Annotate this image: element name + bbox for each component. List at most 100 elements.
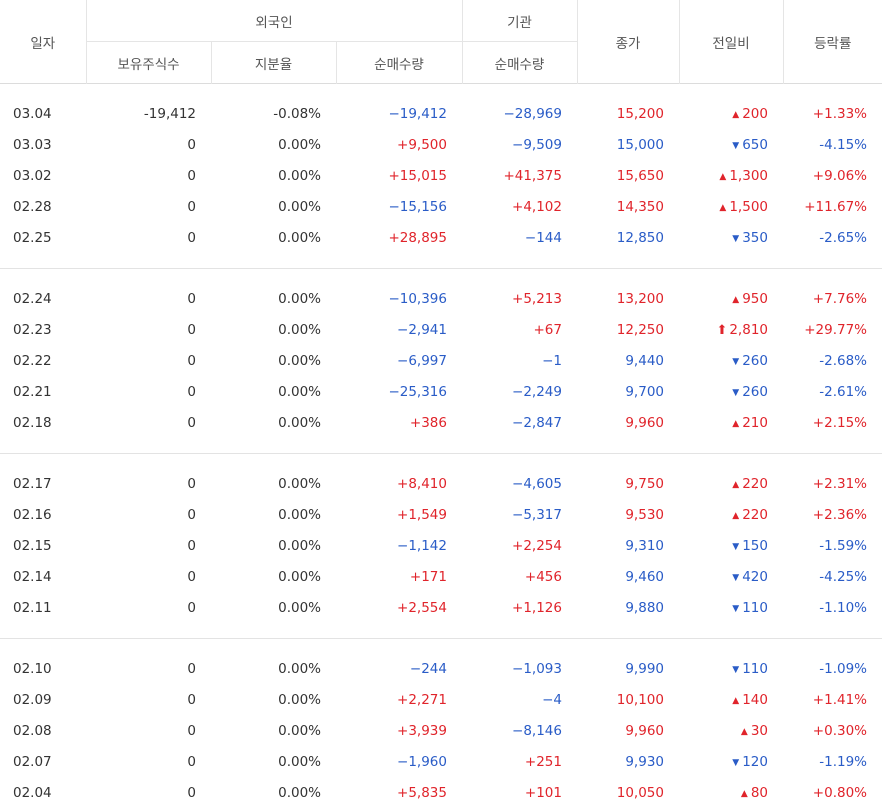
date-cell: 02.08 (13, 722, 52, 739)
holdings-cell: 0 (187, 352, 196, 369)
change-cell: ▼ 260 (679, 345, 783, 376)
foreign-net-cell: −1,142 (397, 537, 447, 554)
change-cell: ▼ 260 (679, 376, 783, 407)
date-cell: 02.18 (13, 414, 52, 431)
table-row: 02.17 0 0.00% +8,410 −4,605 9,750 ▲ 220 +2.31% (0, 468, 882, 499)
change-cell: ▲ 220 (679, 468, 783, 499)
rate-cell: -4.25% (819, 568, 867, 585)
change-value: 2,810 (729, 321, 768, 338)
table-row: 02.11 0 0.00% +2,554 +1,126 9,880 ▼ 110 -1.10% (0, 592, 882, 623)
holdings-cell: 0 (187, 136, 196, 153)
close-cell: 9,930 (625, 753, 664, 770)
inst-net-cell: +5,213 (512, 290, 562, 307)
up-triangle-icon: ▲ (740, 788, 748, 799)
close-cell: 12,850 (616, 229, 664, 246)
holdings-cell: 0 (187, 229, 196, 246)
col-foreign-net: 순매수량 (335, 41, 462, 84)
change-cell: ⬆ 2,810 (679, 314, 783, 345)
table-row: 02.28 0 0.00% −15,156 +4,102 14,350 ▲ 1,500 +11.… (0, 191, 882, 222)
change-value: 350 (742, 229, 768, 246)
date-cell: 02.09 (13, 691, 52, 708)
change-value: 260 (742, 352, 768, 369)
date-cell: 02.24 (13, 290, 52, 307)
change-value: 1,500 (729, 198, 768, 215)
change-cell: ▲ 140 (679, 684, 783, 715)
inst-net-cell: +2,254 (512, 537, 562, 554)
inst-net-cell: +456 (524, 568, 562, 585)
ratio-cell: 0.00% (278, 198, 321, 215)
change-cell: ▼ 420 (679, 561, 783, 592)
col-rate: 등락률 (782, 0, 882, 84)
close-cell: 13,200 (616, 290, 664, 307)
col-group-foreign: 외국인 (85, 0, 462, 42)
table-row: 02.18 0 0.00% +386 −2,847 9,960 ▲ 210 +2.15% (0, 407, 882, 438)
close-cell: 9,880 (625, 599, 664, 616)
table-row: 02.16 0 0.00% +1,549 −5,317 9,530 ▲ 220 +2.36% (0, 499, 882, 530)
col-ratio: 지분율 (210, 41, 336, 84)
date-cell: 03.02 (13, 167, 52, 184)
date-cell: 02.16 (13, 506, 52, 523)
holdings-cell: 0 (187, 198, 196, 215)
change-value: 950 (742, 290, 768, 307)
foreign-net-cell: −2,941 (397, 321, 447, 338)
col-holdings: 보유주식수 (85, 41, 211, 84)
down-triangle-icon: ▼ (732, 233, 740, 244)
foreign-net-cell: +386 (409, 414, 447, 431)
foreign-net-cell: −10,396 (388, 290, 447, 307)
rate-cell: +2.36% (812, 506, 867, 523)
ratio-cell: 0.00% (278, 321, 321, 338)
foreign-net-cell: +15,015 (388, 167, 447, 184)
down-triangle-icon: ▼ (732, 387, 740, 398)
change-cell: ▼ 110 (679, 653, 783, 684)
date-cell: 02.04 (13, 784, 52, 801)
foreign-net-cell: +1,549 (397, 506, 447, 523)
col-change: 전일비 (678, 0, 783, 84)
holdings-cell: 0 (187, 660, 196, 677)
foreign-net-cell: +3,939 (397, 722, 447, 739)
close-cell: 9,460 (625, 568, 664, 585)
rate-cell: +0.30% (812, 722, 867, 739)
holdings-cell: 0 (187, 691, 196, 708)
change-value: 420 (742, 568, 768, 585)
holdings-cell: 0 (187, 784, 196, 801)
table-row: 02.08 0 0.00% +3,939 −8,146 9,960 ▲ 30 +0.30% (0, 715, 882, 746)
ratio-cell: 0.00% (278, 722, 321, 739)
inst-net-cell: −1 (542, 352, 562, 369)
rate-cell: +0.80% (812, 784, 867, 801)
holdings-cell: 0 (187, 568, 196, 585)
holdings-cell: 0 (187, 753, 196, 770)
ratio-cell: 0.00% (278, 568, 321, 585)
close-cell: 9,990 (625, 660, 664, 677)
close-cell: 9,530 (625, 506, 664, 523)
rate-cell: +1.33% (812, 105, 867, 122)
change-cell: ▼ 650 (679, 129, 783, 160)
up-triangle-icon: ▲ (732, 294, 740, 305)
foreign-net-cell: +9,500 (397, 136, 447, 153)
close-cell: 15,000 (616, 136, 664, 153)
up-triangle-icon: ▲ (732, 695, 740, 706)
foreign-net-cell: −1,960 (397, 753, 447, 770)
change-value: 1,300 (729, 167, 768, 184)
foreign-net-cell: −19,412 (388, 105, 447, 122)
rate-cell: -1.09% (819, 660, 867, 677)
change-value: 220 (742, 506, 768, 523)
down-triangle-icon: ▼ (732, 541, 740, 552)
col-group-institution: 기관 (461, 0, 577, 42)
close-cell: 12,250 (616, 321, 664, 338)
foreign-net-cell: −244 (409, 660, 447, 677)
inst-net-cell: −28,969 (503, 105, 562, 122)
rate-cell: +1.41% (812, 691, 867, 708)
date-cell: 02.21 (13, 383, 52, 400)
change-value: 650 (742, 136, 768, 153)
inst-net-cell: +251 (524, 753, 562, 770)
change-cell: ▼ 150 (679, 530, 783, 561)
holdings-cell: 0 (187, 722, 196, 739)
up-triangle-icon: ▲ (719, 202, 727, 213)
date-cell: 02.23 (13, 321, 52, 338)
inst-net-cell: +4,102 (512, 198, 562, 215)
holdings-cell: 0 (187, 506, 196, 523)
change-value: 210 (742, 414, 768, 431)
inst-net-cell: −5,317 (512, 506, 562, 523)
inst-net-cell: −144 (524, 229, 562, 246)
ratio-cell: -0.08% (273, 105, 321, 122)
